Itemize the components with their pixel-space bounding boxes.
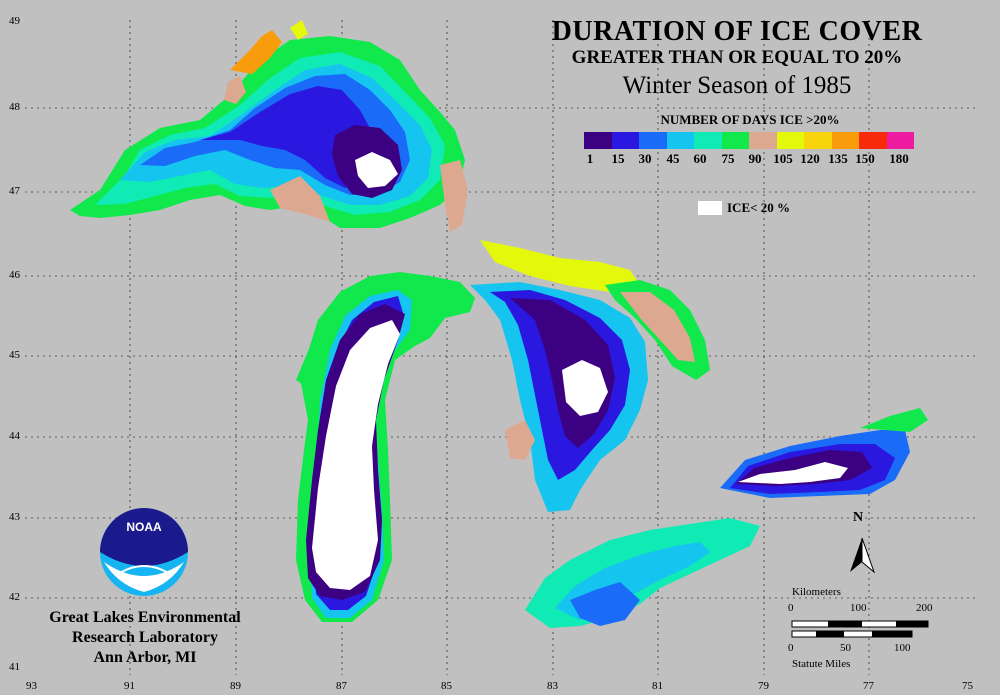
org-line-1: Great Lakes Environmental [49,609,241,626]
map-title: DURATION OF ICE COVER [551,16,923,47]
legend-swatch-2 [639,132,667,149]
lon-tick-1: 91 [124,680,135,692]
legend-swatch-8 [804,132,832,149]
organization-block: Great Lakes Environmental Research Labor… [22,608,268,668]
legend-swatch-10 [859,132,887,149]
legend-tick-2: 30 [638,151,652,166]
legend-title: NUMBER OF DAYS ICE >20% [660,112,840,127]
legend-swatch-7 [776,132,804,149]
lake-superior [70,20,468,232]
lat-tick-6: 43 [9,511,20,523]
lat-tick-3: 46 [9,269,20,281]
org-line-2: Research Laboratory [72,629,218,646]
legend-tick-9: 135 [828,151,848,166]
legend-swatch-5 [721,132,749,149]
lat-tick-7: 42 [9,591,20,603]
lon-tick-9: 75 [962,680,973,692]
legend-swatch-9 [831,132,859,149]
st-marys-north-channel [480,240,640,292]
noaa-logo [100,508,188,596]
lake-huron [470,280,710,512]
lat-tick-5: 44 [9,430,20,442]
lon-tick-8: 77 [863,680,874,692]
scale-km-tick-0: 0 [788,602,794,614]
ice-key: ICE< 20 % [698,200,790,216]
lat-tick-2: 47 [9,185,20,197]
scale-mi-tick-1: 50 [840,642,851,654]
legend-swatch-6 [749,132,777,149]
legend-tick-3: 45 [666,151,680,166]
ice-swatch [698,201,722,215]
legend-ticks: 1 15 30 45 60 75 90 105 120 135 150 180 [584,151,914,167]
lake-michigan [296,272,475,622]
lon-tick-4: 85 [441,680,452,692]
legend-tick-8: 120 [800,151,820,166]
lon-tick-5: 83 [547,680,558,692]
org-line-3: Ann Arbor, MI [93,649,197,666]
lat-tick-0: 49 [9,15,20,27]
lake-ontario [720,408,928,498]
lon-tick-7: 79 [758,680,769,692]
ice-key-label: ICE< 20 % [727,200,791,215]
legend-swatch-11 [886,132,914,149]
scale-mi-label: Statute Miles [792,658,851,670]
lat-tick-8: 41 [9,661,20,673]
scale-km-label: Kilometers [792,586,841,598]
scale-mi-tick-2: 100 [894,642,911,654]
north-arrow-icon [850,537,876,574]
legend-tick-10: 150 [855,151,875,166]
lake-erie [525,518,760,628]
map-subtitle: GREATER THAN OR EQUAL TO 20% [571,47,903,68]
legend-tick-7: 105 [773,151,793,166]
noaa-logo-text: NOAA [126,520,162,534]
legend-tick-0: 1 [586,151,594,166]
lon-tick-2: 89 [230,680,241,692]
lat-tick-4: 45 [9,349,20,361]
legend-color-bar [584,132,914,149]
scale-km-tick-2: 200 [916,602,933,614]
lon-tick-0: 93 [26,680,37,692]
legend-tick-1: 15 [611,151,625,166]
legend-tick-5: 75 [721,151,735,166]
scale-mi-tick-0: 0 [788,642,794,654]
legend-swatch-1 [611,132,639,149]
legend-tick-4: 60 [693,151,707,166]
scale-km-tick-1: 100 [850,602,867,614]
season-label: Winter Season of 1985 [622,72,852,99]
north-label: N [853,510,864,525]
legend-swatch-0 [584,132,612,149]
lat-tick-1: 48 [9,101,20,113]
lon-tick-3: 87 [336,680,347,692]
lon-tick-6: 81 [652,680,663,692]
scale-bar-graphic [791,620,929,638]
legend-tick-11: 180 [889,151,909,166]
legend-swatch-3 [666,132,694,149]
legend-swatch-4 [694,132,722,149]
legend-tick-6: 90 [748,151,762,166]
scale-bar: Kilometers 0 100 200 0 50 100 Statute Mi… [780,586,940,676]
